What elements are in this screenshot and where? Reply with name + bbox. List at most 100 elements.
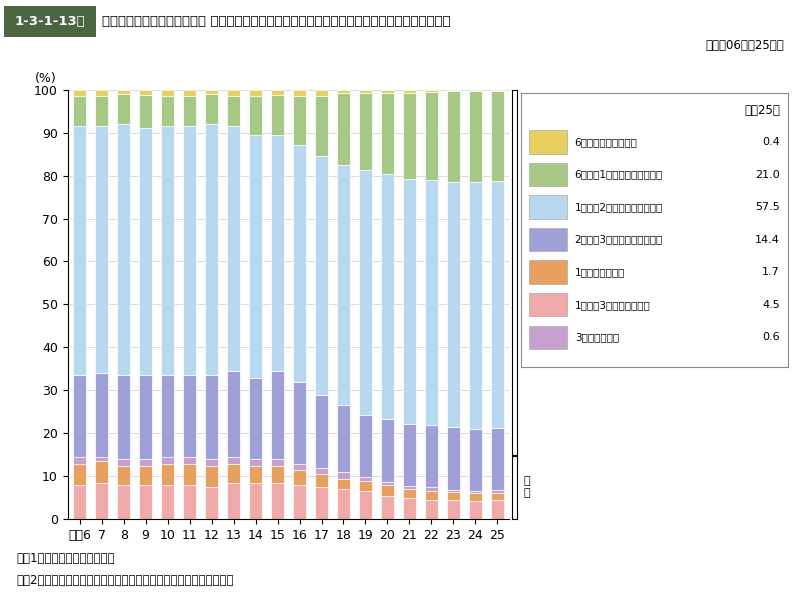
- Bar: [271, 95, 284, 135]
- Bar: [425, 180, 438, 425]
- Bar: [293, 382, 306, 463]
- Bar: [227, 90, 240, 96]
- Bar: [73, 96, 86, 126]
- Bar: [293, 96, 306, 146]
- Text: 1年以上2年未満（執行猶予）: 1年以上2年未満（執行猶予）: [575, 202, 663, 212]
- Bar: [529, 260, 567, 284]
- Bar: [403, 93, 416, 179]
- Bar: [447, 181, 460, 427]
- Bar: [73, 463, 86, 485]
- Bar: [337, 490, 350, 519]
- Bar: [249, 466, 262, 483]
- Bar: [249, 377, 262, 459]
- Text: 注　1　司法統計年報による。: 注 1 司法統計年報による。: [16, 552, 115, 565]
- Text: 1年以上3年以下（実刑）: 1年以上3年以下（実刑）: [575, 300, 650, 310]
- Bar: [403, 423, 416, 486]
- Bar: [447, 500, 460, 519]
- Bar: [425, 425, 438, 487]
- Text: 2　交通関係以外の業務上過失致死傷及び重過失致死傷を含む。: 2 交通関係以外の業務上過失致死傷及び重過失致死傷を含む。: [16, 574, 233, 587]
- Text: （平成06年～25年）: （平成06年～25年）: [705, 39, 784, 52]
- Text: 平成25年: 平成25年: [744, 103, 780, 116]
- Bar: [529, 130, 567, 153]
- Bar: [227, 371, 240, 457]
- Bar: [249, 96, 262, 135]
- Bar: [73, 376, 86, 457]
- Bar: [293, 90, 306, 96]
- Bar: [491, 91, 504, 181]
- Bar: [205, 124, 218, 376]
- Bar: [161, 376, 174, 457]
- Bar: [359, 415, 372, 477]
- Bar: [227, 463, 240, 483]
- Bar: [227, 457, 240, 463]
- Bar: [380, 174, 394, 419]
- Bar: [491, 90, 504, 91]
- Bar: [249, 483, 262, 519]
- Bar: [227, 126, 240, 371]
- Bar: [469, 90, 482, 91]
- Bar: [183, 485, 197, 519]
- Bar: [425, 491, 438, 500]
- Text: (%): (%): [34, 72, 57, 85]
- Bar: [205, 94, 218, 124]
- Bar: [403, 486, 416, 490]
- Bar: [469, 429, 482, 491]
- Bar: [117, 485, 131, 519]
- Bar: [139, 376, 152, 459]
- Bar: [315, 156, 328, 395]
- Bar: [337, 479, 350, 490]
- Bar: [161, 126, 174, 376]
- Bar: [96, 373, 108, 457]
- Bar: [469, 501, 482, 519]
- Bar: [96, 457, 108, 461]
- Bar: [380, 419, 394, 482]
- Bar: [271, 483, 284, 519]
- Bar: [205, 459, 218, 466]
- Bar: [96, 90, 108, 96]
- Bar: [359, 170, 372, 415]
- Text: 4.5: 4.5: [763, 300, 780, 310]
- Text: 1-3-1-13図: 1-3-1-13図: [14, 15, 85, 28]
- Bar: [447, 90, 460, 91]
- Bar: [491, 500, 504, 519]
- Bar: [491, 181, 504, 428]
- Bar: [491, 428, 504, 490]
- Bar: [315, 487, 328, 519]
- Text: 57.5: 57.5: [755, 202, 780, 212]
- Bar: [271, 90, 284, 95]
- Bar: [380, 482, 394, 485]
- Bar: [447, 490, 460, 493]
- Bar: [337, 165, 350, 405]
- Bar: [205, 466, 218, 487]
- Bar: [315, 474, 328, 487]
- Text: 1年未満（実刑）: 1年未満（実刑）: [575, 267, 625, 277]
- Bar: [337, 93, 350, 165]
- Bar: [271, 459, 284, 466]
- Bar: [447, 493, 460, 500]
- Bar: [161, 457, 174, 463]
- Bar: [249, 459, 262, 466]
- Bar: [73, 90, 86, 96]
- Bar: [337, 405, 350, 472]
- Bar: [359, 491, 372, 519]
- Bar: [293, 146, 306, 382]
- Bar: [73, 457, 86, 463]
- Bar: [529, 325, 567, 349]
- Bar: [117, 466, 131, 485]
- Bar: [529, 293, 567, 316]
- Bar: [403, 90, 416, 93]
- Bar: [183, 96, 197, 126]
- Text: 21.0: 21.0: [755, 170, 780, 180]
- Bar: [117, 376, 131, 459]
- Bar: [73, 485, 86, 519]
- Bar: [205, 90, 218, 94]
- Text: 0.4: 0.4: [763, 137, 780, 147]
- Text: 14.4: 14.4: [755, 235, 780, 245]
- Bar: [491, 493, 504, 500]
- Bar: [315, 468, 328, 474]
- Bar: [529, 228, 567, 251]
- Bar: [161, 96, 174, 126]
- Bar: [315, 96, 328, 156]
- Bar: [447, 91, 460, 181]
- Bar: [425, 90, 438, 92]
